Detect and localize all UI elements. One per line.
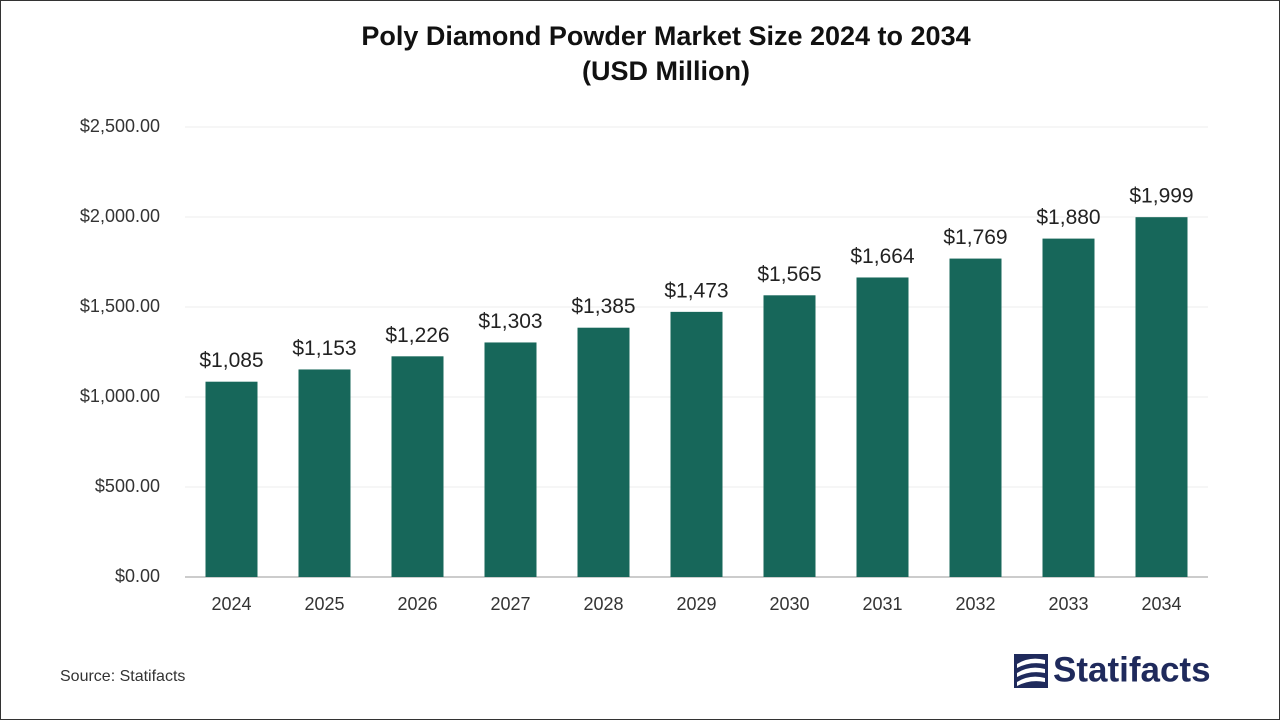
bar (577, 327, 630, 577)
x-tick-label: 2034 (1141, 594, 1181, 614)
value-label: $1,085 (199, 349, 263, 372)
x-tick-label: 2033 (1048, 594, 1088, 614)
x-tick-label: 2032 (955, 594, 995, 614)
value-label: $1,999 (1129, 185, 1193, 208)
x-tick-label: 2031 (862, 594, 902, 614)
bar (391, 356, 444, 577)
value-label: $1,153 (292, 337, 356, 360)
chart-title: (USD Million) (582, 56, 750, 86)
y-tick-label: $2,000.00 (80, 206, 160, 226)
x-tick-label: 2024 (211, 594, 251, 614)
logo-text: Statifacts (1053, 650, 1211, 689)
value-label: $1,769 (943, 226, 1007, 249)
bar (1135, 217, 1188, 577)
value-label: $1,226 (385, 324, 449, 347)
y-tick-label: $1,000.00 (80, 386, 160, 406)
value-label: $1,664 (850, 245, 915, 268)
value-label: $1,385 (571, 295, 635, 318)
x-tick-label: 2027 (490, 594, 530, 614)
value-label: $1,303 (478, 310, 542, 333)
value-label: $1,880 (1036, 206, 1100, 229)
y-tick-label: $1,500.00 (80, 296, 160, 316)
chart-title: Poly Diamond Powder Market Size 2024 to … (361, 21, 970, 51)
x-tick-label: 2025 (304, 594, 344, 614)
bar (856, 277, 909, 577)
x-tick-label: 2028 (583, 594, 623, 614)
bar (298, 369, 351, 577)
bar (1042, 238, 1095, 577)
x-tick-label: 2030 (769, 594, 809, 614)
logo-icon (1014, 654, 1048, 688)
source: Source: Statifacts (60, 668, 185, 685)
x-tick-label: 2026 (397, 594, 437, 614)
y-tick-label: $2,500.00 (80, 116, 160, 136)
value-label: $1,565 (757, 263, 821, 286)
value-label: $1,473 (664, 279, 728, 302)
y-tick-label: $500.00 (95, 476, 160, 496)
bar (484, 342, 537, 577)
bar (670, 311, 723, 577)
bar (949, 258, 1002, 577)
bar (763, 295, 816, 577)
bar (205, 381, 258, 577)
y-tick-label: $0.00 (115, 566, 160, 586)
x-tick-label: 2029 (676, 594, 716, 614)
